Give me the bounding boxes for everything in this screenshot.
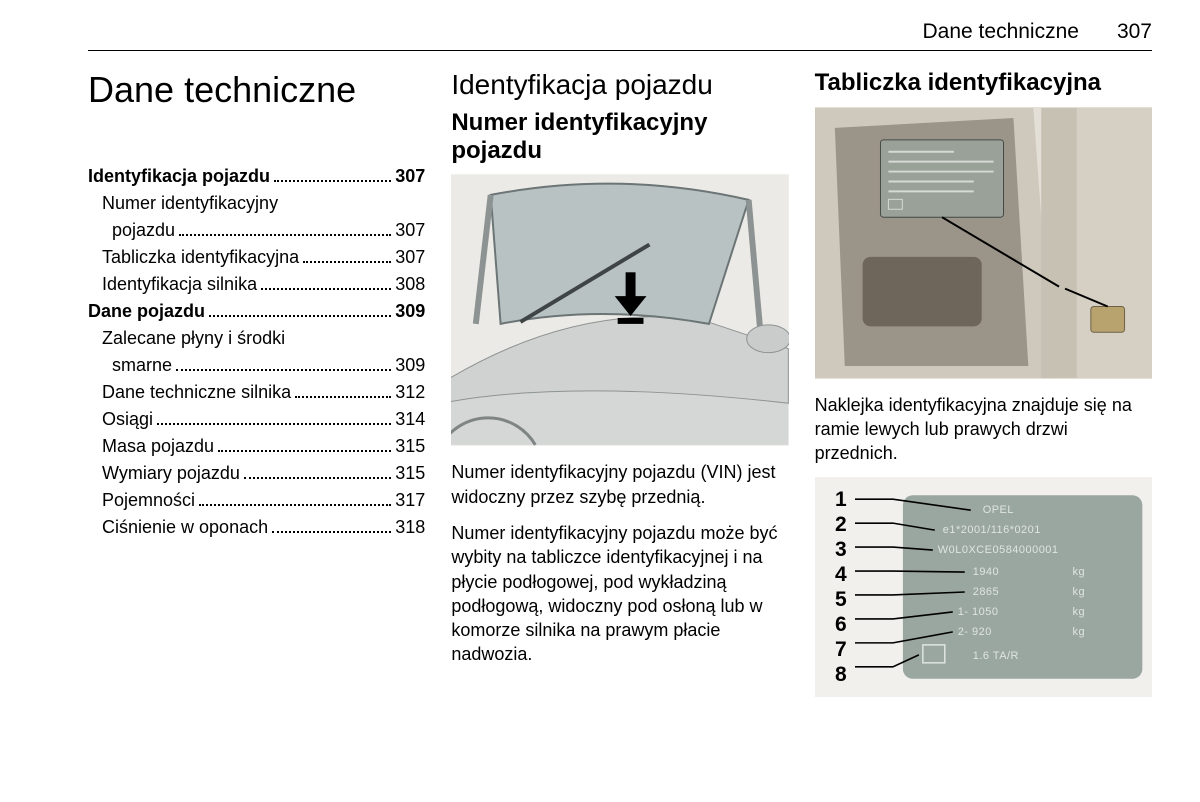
callout-number: 8: [815, 664, 853, 685]
toc-entry: Masa pojazdu 315: [88, 433, 425, 460]
callout-number: 1: [815, 489, 853, 510]
svg-text:kg: kg: [1072, 567, 1085, 579]
header-page-number: 307: [1117, 20, 1152, 44]
figure-door-plate: [815, 107, 1152, 379]
subsection-heading-plate: Tabliczka identyfikacyjna: [815, 69, 1152, 97]
svg-text:kg: kg: [1072, 606, 1085, 618]
header-title: Dane techniczne: [923, 20, 1079, 44]
plate-callout-numbers: 1 2 3 4 5 6 7 8: [815, 477, 853, 697]
toc-page: 315: [395, 433, 425, 460]
figure-windshield-vin: [451, 174, 788, 446]
svg-text:e1*2001/116*0201: e1*2001/116*0201: [942, 525, 1040, 537]
callout-number: 2: [815, 514, 853, 535]
toc-entry: Ciśnienie w oponach 318: [88, 514, 425, 541]
toc-page: 307: [395, 244, 425, 271]
column-toc: Dane techniczne Identyfikacja pojazdu 307…: [88, 69, 425, 711]
toc-page: 308: [395, 271, 425, 298]
toc-entry: Dane techniczne silnika 312: [88, 379, 425, 406]
toc-entry: Tabliczka identyfikacyjna 307: [88, 244, 425, 271]
callout-number: 7: [815, 639, 853, 660]
toc-page: 309: [395, 352, 425, 379]
toc-label: Wymiary pojazdu: [102, 460, 240, 487]
toc-entry: Identyfikacja silnika 308: [88, 271, 425, 298]
toc-entry: smarne 309: [88, 352, 425, 379]
toc-label: Numer identyfikacyjny: [102, 190, 278, 217]
vin-paragraph-2: Numer identyfikacyjny pojazdu może być w…: [451, 521, 788, 667]
callout-number: 3: [815, 539, 853, 560]
toc-label: Identyfikacja pojazdu: [88, 163, 270, 190]
toc-page: 309: [395, 298, 425, 325]
door-plate-illustration: [815, 107, 1152, 379]
plate-diagram-illustration: OPEL e1*2001/116*0201 W0L0XCE0584000001 …: [853, 477, 1152, 697]
column-vin: Identyfikacja pojazdu Numer identyfikacy…: [451, 69, 788, 711]
toc-label: Dane pojazdu: [88, 298, 205, 325]
svg-text:1940: 1940: [972, 567, 998, 579]
toc-entry: pojazdu 307: [88, 217, 425, 244]
svg-text:1- 1050: 1- 1050: [957, 606, 998, 618]
toc-page: 318: [395, 514, 425, 541]
toc-entry: Numer identyfikacyjny: [88, 190, 425, 217]
toc-label: Pojemności: [102, 487, 195, 514]
toc-label: Masa pojazdu: [102, 433, 214, 460]
svg-text:W0L0XCE0584000001: W0L0XCE0584000001: [937, 545, 1058, 557]
chapter-title: Dane techniczne: [88, 69, 425, 111]
page: Dane techniczne 307 Dane techniczne Iden…: [0, 0, 1200, 711]
toc-page: 314: [395, 406, 425, 433]
svg-text:1.6 TA/R: 1.6 TA/R: [972, 650, 1018, 662]
page-header: Dane techniczne 307: [88, 20, 1152, 51]
content-columns: Dane techniczne Identyfikacja pojazdu 307…: [88, 69, 1152, 711]
toc-label: Identyfikacja silnika: [102, 271, 257, 298]
callout-number: 4: [815, 564, 853, 585]
svg-text:kg: kg: [1072, 626, 1085, 638]
toc-page: 312: [395, 379, 425, 406]
toc-entry: Osiągi 314: [88, 406, 425, 433]
svg-text:2- 920: 2- 920: [957, 626, 991, 638]
id-plate-on-pillar: [880, 139, 1003, 216]
toc-entry: Zalecane płyny i środki: [88, 325, 425, 352]
toc-label: smarne: [102, 352, 172, 379]
vin-paragraph-1: Numer identyfikacyjny pojazdu (VIN) jest…: [451, 460, 788, 509]
toc-label: Osiągi: [102, 406, 153, 433]
toc-page: 307: [395, 163, 425, 190]
plate-brand: OPEL: [982, 505, 1013, 517]
toc-label: Ciśnienie w oponach: [102, 514, 268, 541]
callout-number: 6: [815, 614, 853, 635]
toc-label: Tabliczka identyfikacyjna: [102, 244, 299, 271]
toc-entry: Identyfikacja pojazdu 307: [88, 163, 425, 190]
toc-entry: Wymiary pojazdu 315: [88, 460, 425, 487]
svg-text:kg: kg: [1072, 586, 1085, 598]
toc-label: Zalecane płyny i środki: [102, 325, 285, 352]
toc-page: 317: [395, 487, 425, 514]
svg-text:2865: 2865: [972, 586, 998, 598]
table-of-contents: Identyfikacja pojazdu 307 Numer identyfika…: [88, 163, 425, 541]
toc-label: Dane techniczne silnika: [102, 379, 291, 406]
column-id-plate: Tabliczka identyfikacyjna: [815, 69, 1152, 711]
toc-entry: Dane pojazdu 309: [88, 298, 425, 325]
callout-number: 5: [815, 589, 853, 610]
toc-label: pojazdu: [102, 217, 175, 244]
windshield-illustration: [451, 174, 788, 446]
toc-page: 315: [395, 460, 425, 487]
section-heading-identyfikacja: Identyfikacja pojazdu: [451, 69, 788, 101]
toc-entry: Pojemności 317: [88, 487, 425, 514]
tire-pressure-sticker: [1090, 306, 1124, 332]
figure-plate-diagram: 1 2 3 4 5 6 7 8 OPEL e1*2001/116*0201 W0L0XCE05…: [815, 477, 1152, 697]
plate-paragraph-1: Naklejka identyfikacyjna znajduje się na…: [815, 393, 1152, 466]
toc-page: 307: [395, 217, 425, 244]
subsection-heading-vin: Numer identyfikacyjny pojazdu: [451, 109, 788, 164]
